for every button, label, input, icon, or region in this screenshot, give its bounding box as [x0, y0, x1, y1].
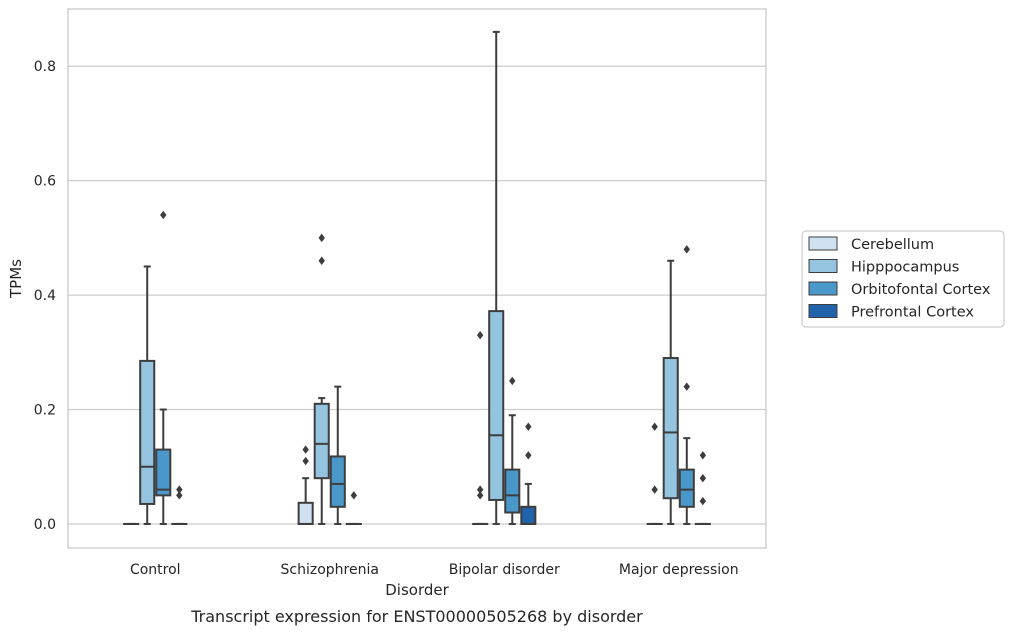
outlier-point: [699, 451, 707, 460]
outlier-point: [699, 473, 707, 483]
y-tick-label: 0.6: [34, 174, 56, 190]
box-cerebellum: [472, 330, 489, 525]
legend: Cerebellum Hipppocampus Orbitofontal Corte…: [801, 230, 1005, 328]
box-iqr: [329, 455, 346, 508]
outlier-point: [302, 445, 309, 454]
box-iqr: [662, 357, 679, 500]
box-orbitofontal-cortex: [329, 385, 346, 525]
legend-label: Prefrontal Cortex: [851, 305, 974, 321]
box-prefrontal-cortex: [520, 422, 537, 525]
legend-swatch: [808, 304, 838, 318]
y-tick-label: 0.4: [34, 288, 56, 304]
outlier-point: [176, 485, 183, 494]
box-iqr: [139, 359, 156, 505]
box-iqr: [297, 501, 314, 525]
box-cerebellum: [646, 422, 663, 525]
outlier-point: [318, 233, 325, 243]
outlier-point: [525, 422, 532, 431]
box-hipppocampus: [139, 265, 156, 525]
box-prefrontal-cortex: [345, 491, 362, 525]
legend-swatch: [808, 281, 838, 296]
x-tick-label: Bipolar disorder: [449, 562, 560, 578]
outlier-point: [302, 456, 309, 466]
box-iqr: [313, 402, 330, 480]
box-iqr: [155, 448, 172, 497]
y-tick-label: 0.0: [34, 517, 56, 533]
box-orbitofontal-cortex: [678, 245, 695, 525]
box-iqr: [520, 505, 537, 525]
outlier-point: [318, 256, 325, 265]
box-prefrontal-cortex: [171, 485, 188, 525]
outlier-point: [476, 491, 484, 500]
legend-label: Cerebellum: [851, 237, 934, 253]
box-orbitofontal-cortex: [504, 376, 521, 525]
chart-caption: Transcript expression for ENST0000050526…: [190, 607, 643, 626]
box-hipppocampus: [662, 259, 679, 525]
x-tick-label: Major depression: [619, 562, 739, 578]
x-tick-labels: Control Schizophrenia Bipolar disorder Majo…: [130, 562, 739, 578]
outlier-point: [651, 422, 658, 431]
legend-swatch: [808, 236, 838, 251]
box-hipppocampus: [488, 30, 505, 525]
box-cerebellum: [297, 445, 314, 525]
y-tick-labels: 0.0 0.2 0.4 0.6 0.8: [34, 59, 56, 533]
box-groups: [123, 30, 711, 525]
y-tick-label: 0.8: [34, 59, 56, 75]
legend-frame: [801, 230, 1005, 328]
y-axis-label: TPMs: [7, 259, 25, 299]
outlier-point: [476, 330, 484, 340]
plot-frame: [67, 8, 767, 549]
x-axis-label: Disorder: [385, 581, 449, 599]
x-tick-label: Control: [130, 562, 181, 578]
outlier-point: [683, 245, 690, 254]
outlier-point: [160, 210, 167, 220]
outlier-point: [699, 496, 707, 506]
box-hipppocampus: [313, 233, 330, 525]
outlier-point: [176, 491, 183, 500]
box-iqr: [678, 468, 695, 508]
outlier-point: [509, 376, 516, 386]
box-iqr: [488, 310, 505, 501]
box-iqr: [504, 468, 521, 514]
legend-label: Orbitofontal Cortex: [851, 282, 991, 298]
outlier-point: [651, 485, 658, 494]
outlier-point: [476, 485, 484, 494]
box-orbitofontal-cortex: [155, 210, 172, 525]
legend-label: Hipppocampus: [851, 260, 959, 276]
legend-swatch: [808, 259, 838, 273]
box-prefrontal-cortex: [694, 451, 711, 525]
outlier-point: [350, 491, 358, 500]
y-tick-label: 0.2: [34, 403, 56, 419]
outlier-point: [525, 451, 532, 460]
x-tick-label: Schizophrenia: [281, 562, 379, 578]
outlier-point: [683, 382, 690, 391]
